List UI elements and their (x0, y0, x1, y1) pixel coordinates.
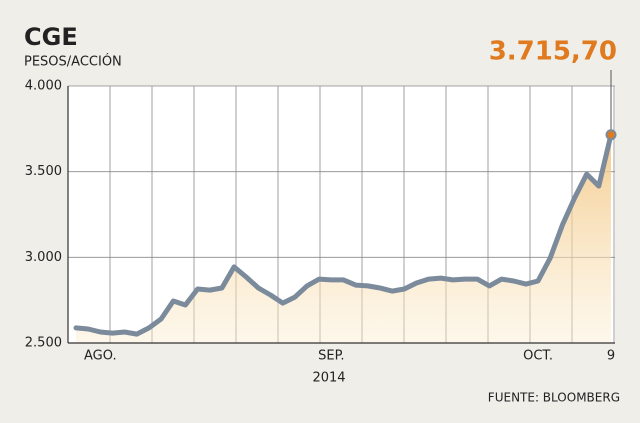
end-point (605, 129, 617, 141)
y-tick-label: 3.500 (25, 164, 62, 179)
subtitle: PESOS/ACCIÓN (24, 54, 122, 70)
line (73, 132, 614, 337)
value-label: 3.715,70 (489, 37, 617, 67)
y-tick-label: 4.000 (25, 79, 62, 94)
x-tick-label: AGO. (84, 349, 117, 364)
chart-title: CGE (24, 23, 78, 51)
y-tick-label: 3.000 (25, 250, 62, 265)
y-tick-label: 2.500 (25, 336, 62, 351)
x-tick-label: OCT. (523, 349, 553, 364)
x-tick-label: SEP. (318, 349, 344, 364)
x-tick-label: 9 (607, 349, 615, 364)
year-label: 2014 (312, 371, 345, 386)
source: FUENTE: BLOOMBERG (488, 391, 620, 405)
